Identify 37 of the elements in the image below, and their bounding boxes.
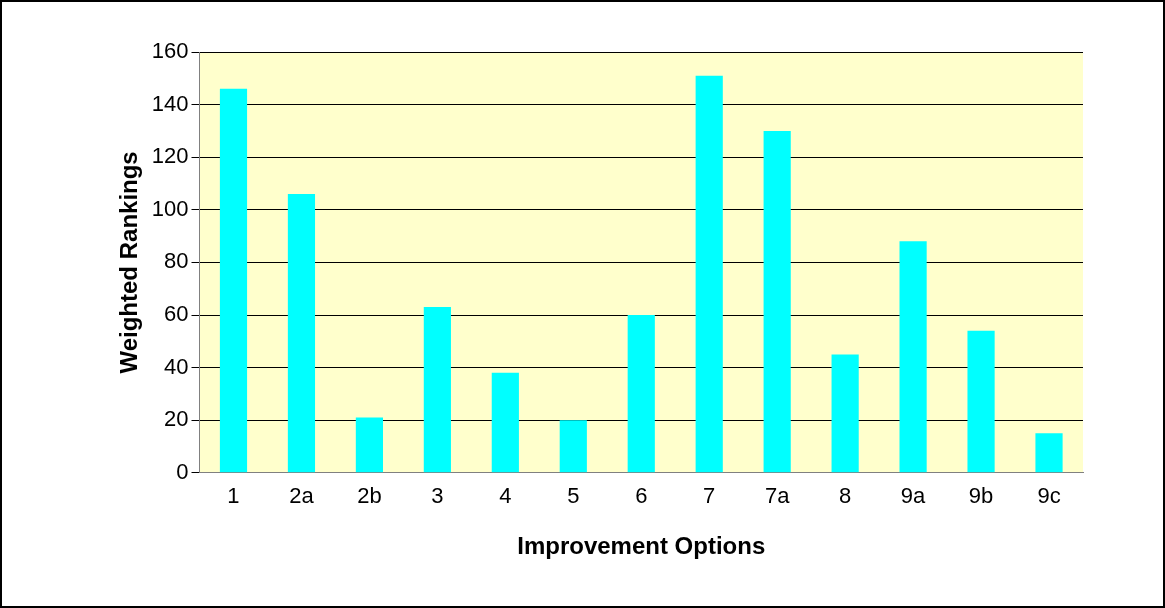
x-tick-label: 6 [635, 483, 648, 509]
bar [899, 241, 927, 473]
y-tick-label: 0 [176, 458, 189, 484]
x-tick-label: 9a [900, 483, 927, 509]
x-tick-label: 4 [499, 483, 512, 509]
bar [695, 75, 723, 473]
x-tick-label: 7a [764, 483, 791, 509]
y-tick-label: 40 [164, 353, 189, 379]
x-tick-label: 2a [289, 483, 315, 509]
x-axis-title: Improvement Options [517, 532, 766, 560]
bar [559, 420, 587, 473]
y-tick-label: 140 [151, 90, 189, 116]
bar [831, 354, 859, 473]
x-tick-label: 9c [1037, 483, 1061, 509]
x-tick-label: 2b [357, 483, 382, 509]
bar [355, 417, 383, 473]
bar [763, 130, 791, 473]
bar [423, 307, 451, 473]
y-axis-title: Weighted Rankings [115, 151, 143, 374]
y-tick-label: 100 [151, 195, 189, 221]
y-tick-label: 60 [164, 301, 189, 327]
y-tick-label: 20 [164, 406, 189, 432]
bar [287, 194, 316, 473]
x-tick-label: 5 [567, 483, 580, 509]
bar [1035, 433, 1063, 473]
bar [967, 330, 995, 473]
bar [627, 315, 655, 473]
x-tick-label: 9b [968, 483, 994, 509]
y-tick-label: 160 [151, 38, 189, 64]
y-tick-label: 80 [164, 248, 189, 274]
bar [219, 88, 248, 473]
y-tick-label: 120 [151, 143, 189, 169]
bar [491, 372, 519, 473]
x-tick-label: 8 [839, 483, 852, 509]
x-tick-label: 7 [703, 483, 716, 509]
x-tick-label: 3 [431, 483, 444, 509]
x-tick-label: 1 [227, 483, 240, 509]
